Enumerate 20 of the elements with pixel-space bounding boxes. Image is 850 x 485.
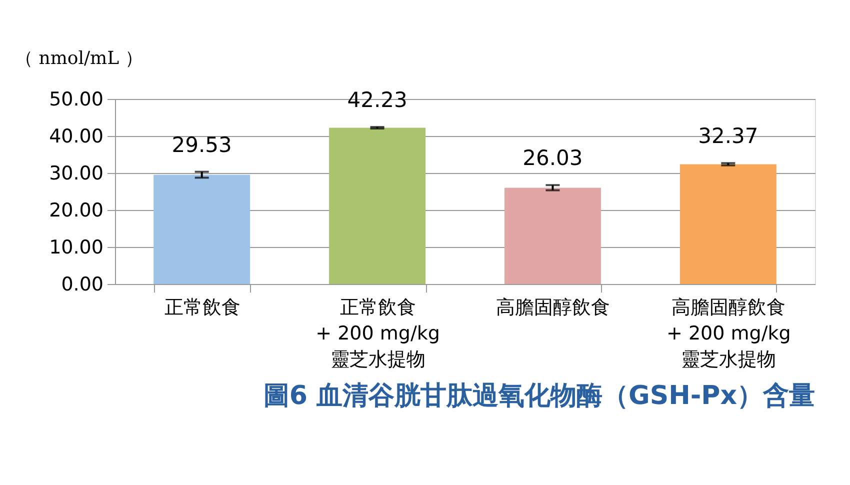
x-tick-label: 正常飲食 — [164, 296, 240, 318]
y-tick-label: 20.00 — [49, 200, 104, 222]
bar — [154, 174, 250, 284]
y-tick-label: 0.00 — [61, 274, 104, 296]
data-label: 29.53 — [172, 132, 232, 157]
bar — [504, 188, 601, 284]
data-label: 26.03 — [522, 146, 583, 170]
bar — [680, 164, 776, 284]
data-label: 42.23 — [347, 88, 408, 112]
bar — [329, 128, 426, 284]
x-tick-label: 正常飲食 + 200 mg/kg 靈芝水提物 — [316, 296, 440, 370]
data-label: 32.37 — [698, 124, 758, 148]
y-tick-label: 10.00 — [49, 236, 104, 258]
y-tick-label: 30.00 — [49, 162, 104, 184]
x-tick-label: 高膽固醇飲食 — [496, 296, 610, 318]
text: 圖6 血清谷胱甘肽過氧化物酶（GSH-Px）含量 — [263, 381, 815, 411]
y-axis-title: （ nmol/mL ） — [15, 48, 143, 69]
x-tick-label: 高膽固醇飲食 + 200 mg/kg 靈芝水提物 — [666, 296, 791, 370]
y-tick-label: 50.00 — [49, 88, 104, 110]
y-tick-label: 40.00 — [49, 126, 104, 148]
